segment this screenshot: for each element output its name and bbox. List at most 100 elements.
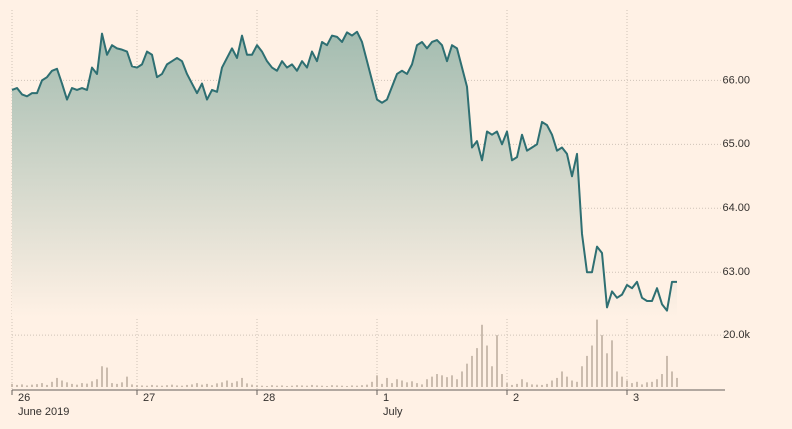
x-sublabel: July xyxy=(383,406,403,418)
price-line xyxy=(11,30,677,312)
volume-bar xyxy=(301,385,303,387)
volume-bar xyxy=(126,376,128,387)
volume-bar xyxy=(626,380,628,387)
volume-bar xyxy=(236,381,238,387)
volume-bar xyxy=(606,353,608,387)
volume-bar xyxy=(376,375,378,387)
volume-bar xyxy=(11,383,13,387)
volume-bar xyxy=(261,385,263,387)
volume-bar xyxy=(186,384,188,387)
volume-bar xyxy=(536,384,538,387)
volume-bar xyxy=(81,383,83,387)
volume-bar xyxy=(106,367,108,387)
volume-bar xyxy=(501,374,503,387)
volume-bar xyxy=(71,383,73,387)
volume-bar xyxy=(256,385,258,387)
volume-bar xyxy=(331,385,333,387)
volume-bar xyxy=(61,380,63,387)
volume-bar xyxy=(436,374,438,387)
volume-bar xyxy=(306,385,308,387)
volume-bar xyxy=(496,335,498,387)
volume-bar xyxy=(506,383,508,387)
volume-bar xyxy=(201,384,203,387)
volume-bar xyxy=(511,384,513,387)
volume-bar xyxy=(111,383,113,387)
volume-bar xyxy=(586,355,588,387)
volume-bar xyxy=(171,384,173,387)
volume-bar xyxy=(566,376,568,387)
volume-bar xyxy=(346,385,348,387)
volume-bar xyxy=(56,377,58,387)
y-tick-label: 66.00 xyxy=(722,74,750,86)
volume-bar xyxy=(541,384,543,387)
volume-bar xyxy=(361,385,363,387)
volume-bar xyxy=(516,383,518,387)
volume-bar xyxy=(276,385,278,387)
x-sublabel: June 2019 xyxy=(18,406,69,418)
volume-bar xyxy=(416,383,418,387)
volume-bar xyxy=(336,385,338,387)
x-tick-label: 27 xyxy=(143,392,155,404)
volume-bar xyxy=(431,376,433,387)
volume-bar xyxy=(41,383,43,387)
volume-bar xyxy=(646,382,648,387)
volume-bar xyxy=(311,384,313,387)
volume-bar xyxy=(181,385,183,387)
volume-bar xyxy=(556,377,558,387)
volume-bar xyxy=(631,383,633,387)
volume-bar xyxy=(121,382,123,387)
volume-bar xyxy=(666,355,668,387)
volume-bar xyxy=(141,385,143,387)
volume-bar xyxy=(36,384,38,387)
volume-bar xyxy=(16,384,18,387)
volume-bar xyxy=(641,384,643,387)
volume-bar xyxy=(341,385,343,387)
volume-bar xyxy=(146,385,148,387)
volume-bar xyxy=(26,385,28,387)
volume-bar xyxy=(401,380,403,387)
volume-bar xyxy=(241,377,243,387)
volume-bar xyxy=(226,380,228,387)
volume-bar xyxy=(76,384,78,387)
volume-bar xyxy=(86,383,88,387)
volume-bar xyxy=(231,382,233,387)
volume-bar xyxy=(476,348,478,387)
volume-bar xyxy=(551,380,553,387)
volume-bar xyxy=(396,379,398,387)
volume-bar xyxy=(191,384,193,387)
volume-bar xyxy=(576,381,578,387)
volume-bar xyxy=(161,385,163,387)
volume-bar xyxy=(391,383,393,387)
y-tick-label: 65.00 xyxy=(722,138,750,150)
volume-bar xyxy=(381,383,383,387)
volume-bar xyxy=(216,383,218,387)
volume-bar xyxy=(446,377,448,387)
y-tick-label: 20.0k xyxy=(723,329,750,341)
volume-bar xyxy=(461,371,463,387)
price-area xyxy=(12,31,677,318)
volume-bar xyxy=(91,381,93,387)
volume-bar xyxy=(296,385,298,387)
volume-bar xyxy=(481,324,483,387)
volume-bar xyxy=(526,382,528,387)
volume-bar xyxy=(221,382,223,387)
volume-bar xyxy=(521,379,523,387)
volume-bar xyxy=(591,345,593,387)
volume-bar xyxy=(486,345,488,387)
volume-bar xyxy=(131,384,133,387)
volume-bar xyxy=(386,377,388,387)
volume-bar xyxy=(291,385,293,387)
volume-bar xyxy=(351,385,353,387)
volume-bar xyxy=(611,340,613,387)
volume-bar xyxy=(316,385,318,387)
volume-bar xyxy=(546,383,548,387)
volume-bar xyxy=(531,384,533,387)
volume-bar xyxy=(466,363,468,387)
volume-bar xyxy=(426,379,428,387)
volume-bar xyxy=(451,375,453,387)
volume-bar xyxy=(96,379,98,387)
volume-bar xyxy=(66,382,68,387)
volume-bar xyxy=(456,379,458,387)
